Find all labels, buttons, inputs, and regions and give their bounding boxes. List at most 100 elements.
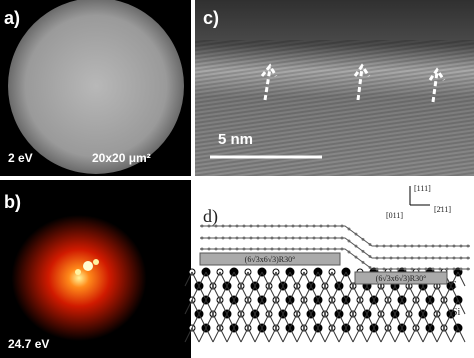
bond bbox=[401, 327, 410, 343]
bond bbox=[310, 327, 319, 343]
bond bbox=[219, 285, 228, 301]
bond bbox=[296, 299, 305, 315]
arrow bbox=[428, 67, 446, 103]
bond bbox=[296, 327, 305, 343]
bond bbox=[212, 313, 221, 329]
atom-label: C bbox=[450, 280, 457, 291]
bond bbox=[443, 299, 452, 315]
bond bbox=[450, 271, 459, 287]
bond bbox=[331, 285, 340, 301]
axis-label: [2̄11] bbox=[434, 205, 451, 214]
bond bbox=[408, 327, 417, 343]
buffer-label: (6√3x6√3)R30° bbox=[245, 255, 296, 264]
panel-label: b) bbox=[4, 192, 21, 212]
bond bbox=[359, 299, 368, 315]
bond bbox=[310, 271, 319, 287]
bond bbox=[191, 285, 200, 301]
bond bbox=[261, 271, 270, 287]
bond bbox=[443, 285, 452, 301]
bond bbox=[282, 299, 291, 315]
panel-label: a) bbox=[4, 8, 20, 28]
bond bbox=[254, 299, 263, 315]
leem-image bbox=[8, 0, 184, 174]
bond bbox=[247, 285, 256, 301]
bond bbox=[422, 313, 431, 329]
tem-lattice bbox=[195, 40, 474, 176]
bond bbox=[415, 313, 424, 329]
scale-label: 5 nm bbox=[218, 131, 253, 148]
bond bbox=[289, 285, 298, 301]
bond bbox=[296, 271, 305, 287]
bond bbox=[268, 299, 277, 315]
bond bbox=[282, 285, 291, 301]
bond bbox=[443, 313, 452, 329]
bond bbox=[191, 271, 200, 287]
bond bbox=[331, 271, 340, 287]
bond bbox=[310, 313, 319, 329]
bond bbox=[282, 271, 291, 287]
bond bbox=[331, 299, 340, 315]
bond bbox=[394, 299, 403, 315]
bond bbox=[226, 285, 235, 301]
bond bbox=[205, 299, 214, 315]
bond bbox=[282, 313, 291, 329]
bond bbox=[261, 285, 270, 301]
bond bbox=[345, 327, 354, 343]
bond bbox=[436, 327, 445, 343]
bond bbox=[366, 313, 375, 329]
bond bbox=[387, 327, 396, 343]
bond bbox=[317, 313, 326, 329]
bond bbox=[268, 327, 277, 343]
bond bbox=[324, 285, 333, 301]
bond bbox=[191, 299, 200, 315]
bond bbox=[198, 327, 207, 343]
bond bbox=[394, 285, 403, 301]
bond bbox=[226, 271, 235, 287]
bond bbox=[233, 299, 242, 315]
bond bbox=[219, 327, 228, 343]
bond bbox=[198, 271, 207, 287]
bond bbox=[415, 299, 424, 315]
bond bbox=[422, 285, 431, 301]
leed-spot bbox=[83, 261, 93, 271]
bond bbox=[422, 327, 431, 343]
bond bbox=[240, 327, 249, 343]
bond bbox=[394, 327, 403, 343]
bond bbox=[450, 299, 459, 315]
bond bbox=[205, 285, 214, 301]
bond bbox=[380, 299, 389, 315]
bond bbox=[289, 313, 298, 329]
leed-spot bbox=[93, 259, 99, 265]
bond bbox=[212, 299, 221, 315]
bond bbox=[261, 313, 270, 329]
bond bbox=[254, 327, 263, 343]
bond bbox=[408, 299, 417, 315]
bond bbox=[373, 327, 382, 343]
bond bbox=[240, 285, 249, 301]
bond bbox=[352, 299, 361, 315]
panel-label: c) bbox=[203, 8, 219, 28]
bond bbox=[219, 299, 228, 315]
bond bbox=[254, 313, 263, 329]
bond bbox=[317, 271, 326, 287]
bond bbox=[219, 313, 228, 329]
bond bbox=[282, 327, 291, 343]
bond bbox=[387, 313, 396, 329]
bond bbox=[359, 313, 368, 329]
bond bbox=[429, 299, 438, 315]
bond bbox=[184, 327, 193, 343]
bond bbox=[275, 327, 284, 343]
bond bbox=[212, 285, 221, 301]
bond bbox=[443, 327, 452, 343]
field-label: 20x20 μm² bbox=[92, 151, 151, 165]
bond bbox=[415, 285, 424, 301]
bond bbox=[205, 271, 214, 287]
bond bbox=[457, 271, 466, 287]
bond bbox=[373, 313, 382, 329]
bond bbox=[324, 271, 333, 287]
bond bbox=[184, 299, 193, 315]
bond bbox=[275, 313, 284, 329]
bond bbox=[359, 327, 368, 343]
arrow bbox=[260, 63, 278, 101]
leed-spot bbox=[75, 269, 81, 275]
